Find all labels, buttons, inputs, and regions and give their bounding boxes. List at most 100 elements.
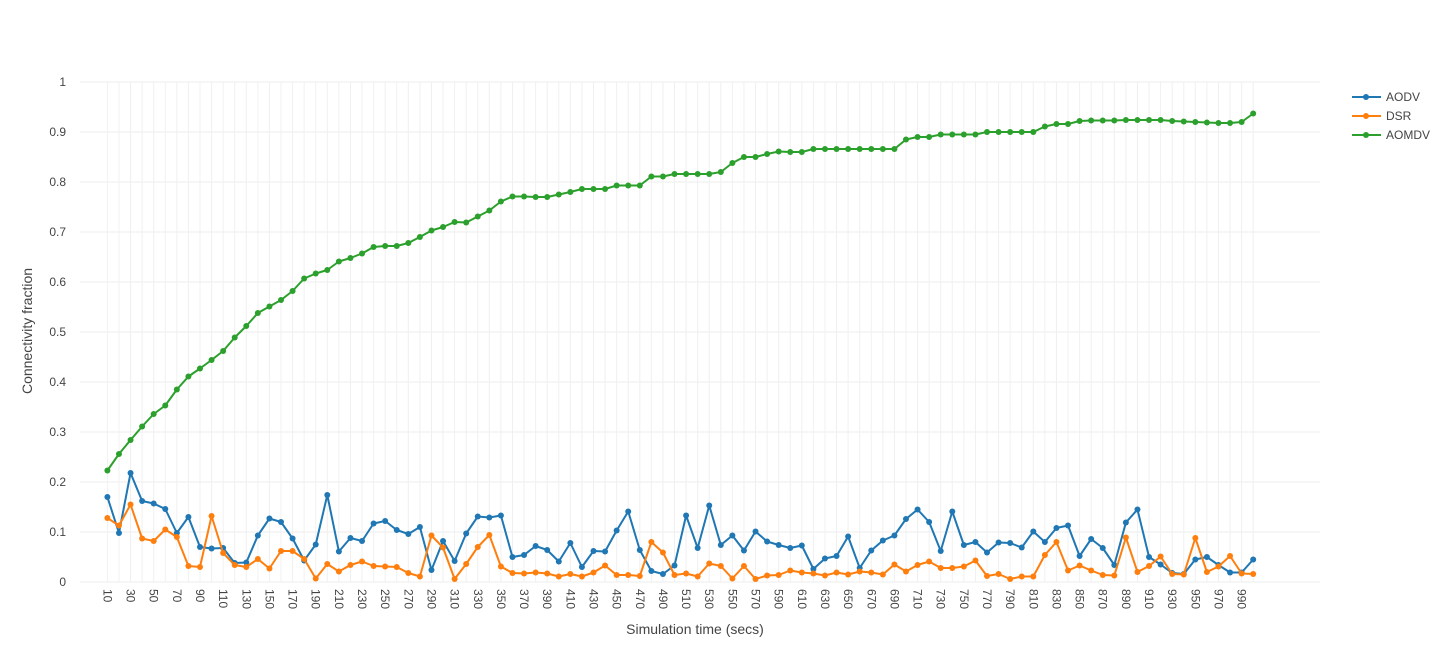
data-point-dsr <box>775 572 782 578</box>
data-point-aomdv <box>683 171 690 177</box>
data-point-aomdv <box>393 243 400 249</box>
data-point-aomdv <box>1065 121 1072 127</box>
data-point-aomdv <box>1157 117 1164 123</box>
data-point-aodv <box>1099 545 1106 551</box>
data-point-aodv <box>324 492 331 498</box>
data-point-aodv <box>648 568 655 574</box>
data-point-aodv <box>590 548 597 554</box>
series-line-dsr <box>106 503 1254 580</box>
data-point-aomdv <box>254 310 261 316</box>
x-tick-label: 430 <box>586 589 600 609</box>
x-tick-label: 290 <box>424 589 438 609</box>
data-point-dsr <box>625 572 632 578</box>
legend-marker-aodv <box>1363 94 1369 100</box>
data-point-dsr <box>1169 571 1176 577</box>
data-point-dsr <box>440 544 447 551</box>
data-point-dsr <box>231 562 238 568</box>
legend-item-aomdv[interactable]: AOMDV <box>1352 128 1430 142</box>
data-point-dsr <box>1099 572 1106 578</box>
data-point-aomdv <box>1076 118 1083 124</box>
x-tick-label: 550 <box>725 589 739 609</box>
grid-layer <box>80 81 1320 583</box>
data-point-aomdv <box>694 171 701 177</box>
data-point-aomdv <box>324 267 331 273</box>
data-point-dsr <box>115 522 122 529</box>
data-point-aodv <box>902 516 909 522</box>
x-tick-label: 110 <box>216 589 230 608</box>
series-layer <box>104 110 1257 582</box>
data-point-dsr <box>1018 573 1025 580</box>
data-point-aomdv <box>659 173 666 180</box>
data-point-aomdv <box>359 250 366 257</box>
data-point-dsr <box>1030 573 1037 580</box>
x-tick-label: 470 <box>633 589 647 609</box>
data-point-aodv <box>972 539 979 545</box>
data-point-dsr <box>683 570 690 577</box>
data-point-aodv <box>139 498 146 504</box>
data-point-aodv <box>810 566 817 572</box>
data-point-dsr <box>509 570 516 576</box>
data-point-aodv <box>243 559 250 566</box>
data-point-aomdv <box>115 451 122 457</box>
x-tick-label: 210 <box>332 589 346 609</box>
y-tick-label: 0.9 <box>49 125 66 139</box>
data-point-aomdv <box>1088 117 1095 124</box>
data-point-dsr <box>474 544 481 550</box>
data-point-aodv <box>752 528 759 535</box>
data-point-dsr <box>891 561 898 568</box>
data-point-dsr <box>451 576 458 582</box>
data-point-aodv <box>914 506 921 513</box>
series-aomdv <box>104 110 1257 474</box>
data-point-aomdv <box>926 134 933 140</box>
data-point-aodv <box>613 527 620 534</box>
x-tick-label: 810 <box>1026 589 1040 609</box>
y-tick-label: 0.8 <box>49 175 66 189</box>
data-point-aomdv <box>798 149 805 155</box>
x-tick-label: 750 <box>957 589 971 609</box>
legend-item-aodv[interactable]: AODV <box>1352 90 1420 104</box>
x-tick-label: 830 <box>1049 589 1063 609</box>
data-point-aodv <box>729 532 736 539</box>
data-point-aodv <box>196 544 203 550</box>
series-aodv <box>104 470 1257 577</box>
data-point-aomdv <box>486 207 493 214</box>
x-tick-label: 770 <box>980 589 994 609</box>
legend-marker-dsr <box>1363 113 1369 119</box>
data-point-aodv <box>1007 540 1014 546</box>
data-point-dsr <box>1157 553 1164 560</box>
x-tick-label: 450 <box>610 589 624 609</box>
data-point-dsr <box>671 572 678 578</box>
x-tick-label: 930 <box>1165 589 1179 609</box>
data-point-aodv <box>602 548 609 555</box>
legend[interactable]: AODV DSR AOMDV <box>1352 90 1430 142</box>
data-point-dsr <box>798 569 805 576</box>
y-axis-ticks: 0 0.1 0.2 0.3 0.4 0.5 0.6 0.7 0.8 0.9 1 <box>49 75 66 589</box>
data-point-aodv <box>625 508 632 515</box>
data-point-aomdv <box>474 213 481 220</box>
y-tick-label: 0.3 <box>49 425 66 439</box>
y-tick-label: 0.5 <box>49 325 66 339</box>
x-tick-label: 970 <box>1211 589 1225 609</box>
data-point-aodv <box>289 535 296 542</box>
data-point-dsr <box>740 563 747 569</box>
legend-item-dsr[interactable]: DSR <box>1352 109 1412 123</box>
data-point-aomdv <box>1099 117 1106 124</box>
data-point-dsr <box>463 561 470 567</box>
data-point-dsr <box>648 539 655 545</box>
x-tick-label: 190 <box>309 589 323 609</box>
data-point-dsr <box>312 575 319 582</box>
data-point-aomdv <box>706 171 713 177</box>
data-point-aodv <box>474 513 481 520</box>
data-point-aodv <box>532 543 539 549</box>
x-tick-label: 170 <box>286 589 300 609</box>
data-point-aomdv <box>984 129 991 135</box>
data-point-aomdv <box>1122 117 1129 123</box>
data-point-dsr <box>532 569 539 576</box>
data-point-aodv <box>208 545 215 552</box>
x-tick-label: 890 <box>1119 589 1133 609</box>
data-point-aodv <box>659 571 666 577</box>
data-point-aodv <box>1146 554 1153 560</box>
data-point-dsr <box>613 572 620 578</box>
x-tick-label: 850 <box>1073 589 1087 609</box>
